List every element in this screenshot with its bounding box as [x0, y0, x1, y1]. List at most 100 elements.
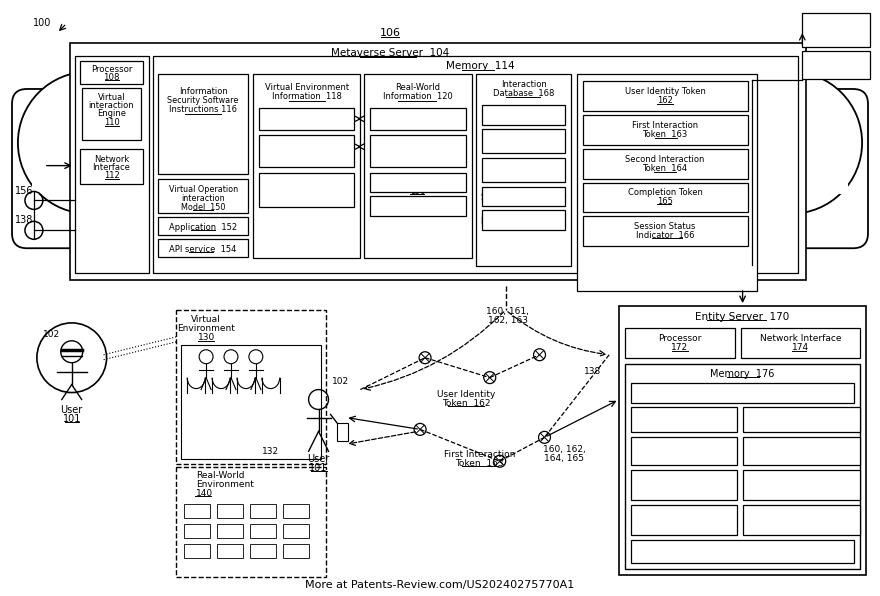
- Text: Data  182: Data 182: [815, 64, 857, 73]
- Text: 140: 140: [196, 489, 213, 498]
- Bar: [181, 344, 320, 460]
- Bar: [217, 524, 243, 538]
- Text: API service  154: API service 154: [170, 245, 237, 254]
- Bar: [741, 328, 860, 358]
- Text: 165: 165: [657, 197, 673, 206]
- Text: Processor: Processor: [91, 64, 132, 73]
- Text: Software Instructions  177: Software Instructions 177: [687, 389, 798, 398]
- Text: Metaverse Server  104: Metaverse Server 104: [331, 48, 450, 58]
- Text: API Service: API Service: [660, 443, 708, 452]
- Text: Processor: Processor: [658, 334, 701, 343]
- Text: 164, 165: 164, 165: [545, 454, 584, 462]
- Bar: [282, 544, 309, 558]
- Text: Network  180: Network 180: [807, 29, 865, 38]
- Text: Interface: Interface: [92, 163, 130, 172]
- Bar: [75, 56, 150, 273]
- Text: Information  128: Information 128: [385, 151, 451, 160]
- Bar: [158, 218, 248, 235]
- Text: Engine: Engine: [97, 109, 126, 119]
- Text: User Instructions  158: User Instructions 158: [374, 203, 462, 212]
- Text: Model  150: Model 150: [181, 203, 225, 212]
- Bar: [364, 74, 472, 258]
- Text: Token  162: Token 162: [442, 399, 490, 408]
- Bar: [577, 74, 757, 291]
- Bar: [253, 74, 361, 258]
- Bar: [184, 504, 210, 518]
- Text: 110: 110: [104, 119, 120, 128]
- Text: Completion Token: Completion Token: [627, 188, 702, 197]
- Text: Completion: Completion: [661, 511, 707, 520]
- Text: Interaction Request: Interaction Request: [378, 179, 458, 188]
- Bar: [803, 51, 870, 79]
- Text: Token  163: Token 163: [456, 459, 504, 468]
- Text: First Interaction Token  163: First Interaction Token 163: [686, 547, 800, 556]
- Text: Application  178: Application 178: [649, 416, 718, 425]
- Bar: [583, 81, 747, 111]
- Bar: [625, 364, 860, 569]
- Bar: [482, 210, 566, 230]
- Bar: [80, 61, 143, 84]
- Text: 106: 106: [380, 28, 400, 38]
- Bar: [370, 135, 466, 167]
- Text: Environment: Environment: [196, 480, 254, 489]
- Bar: [743, 408, 860, 432]
- Text: User: User: [307, 454, 330, 464]
- Bar: [370, 173, 466, 193]
- Text: Identifiers 136: Identifiers 136: [495, 142, 553, 151]
- Text: 172: 172: [671, 343, 688, 352]
- Bar: [476, 74, 571, 266]
- Text: Token  163: Token 163: [642, 131, 687, 139]
- Circle shape: [419, 72, 561, 214]
- Text: Blockchain: Blockchain: [813, 19, 860, 28]
- Text: Network Interface: Network Interface: [759, 334, 841, 343]
- Text: Memory  114: Memory 114: [445, 61, 514, 71]
- Text: User: User: [514, 162, 533, 171]
- Text: Virtual Operation: Virtual Operation: [169, 185, 238, 194]
- Text: 156: 156: [15, 185, 33, 195]
- Bar: [631, 540, 854, 563]
- Bar: [80, 148, 143, 184]
- Text: 130: 130: [197, 333, 215, 342]
- Text: Token  164: Token 164: [663, 486, 705, 495]
- Text: Session Status: Session Status: [634, 222, 695, 231]
- Text: Token  164: Token 164: [642, 164, 687, 173]
- Bar: [176, 310, 326, 464]
- Text: Database  168: Database 168: [493, 89, 554, 98]
- Bar: [803, 13, 870, 47]
- Circle shape: [218, 72, 361, 214]
- Bar: [743, 470, 860, 500]
- Text: Network: Network: [94, 155, 129, 164]
- FancyBboxPatch shape: [12, 89, 868, 248]
- Bar: [158, 74, 248, 173]
- Text: 161: 161: [794, 486, 809, 495]
- Circle shape: [720, 72, 862, 214]
- Bar: [82, 88, 142, 139]
- Text: Memory  176: Memory 176: [710, 369, 774, 378]
- Text: Information: Information: [179, 88, 228, 97]
- Text: 138: 138: [15, 215, 33, 225]
- Text: Virtual Environment: Virtual Environment: [265, 83, 348, 92]
- Bar: [631, 470, 737, 500]
- Text: 160: 160: [794, 452, 810, 461]
- Text: First Interaction: First Interaction: [632, 122, 698, 131]
- Text: Token  165: Token 165: [663, 520, 706, 529]
- Text: 132: 132: [262, 447, 279, 456]
- Bar: [217, 544, 243, 558]
- Text: Instruction Token: Instruction Token: [767, 477, 835, 486]
- Circle shape: [620, 72, 762, 214]
- Text: 102: 102: [332, 377, 349, 386]
- Bar: [158, 239, 248, 257]
- Bar: [625, 328, 735, 358]
- Text: User Information  122: User Information 122: [262, 116, 350, 125]
- Circle shape: [18, 72, 160, 214]
- Text: Information  124: Information 124: [273, 151, 340, 160]
- Bar: [631, 505, 737, 535]
- Text: Security Software: Security Software: [167, 97, 238, 105]
- Text: User Identity: User Identity: [775, 511, 827, 520]
- Text: 101: 101: [310, 463, 327, 473]
- Text: User: User: [61, 405, 83, 415]
- Bar: [583, 148, 747, 179]
- Bar: [620, 306, 866, 575]
- Text: Session Identifier: Session Identifier: [765, 443, 838, 452]
- Text: User Identity: User Identity: [436, 390, 495, 399]
